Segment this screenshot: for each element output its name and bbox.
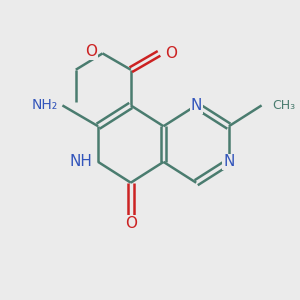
Text: N: N	[190, 98, 202, 113]
Text: O: O	[166, 46, 178, 61]
Text: NH: NH	[70, 154, 93, 169]
Text: O: O	[125, 216, 137, 231]
Text: NH₂: NH₂	[32, 98, 58, 112]
Text: N: N	[223, 154, 235, 169]
Text: O: O	[85, 44, 97, 59]
Text: CH₃: CH₃	[272, 99, 295, 112]
